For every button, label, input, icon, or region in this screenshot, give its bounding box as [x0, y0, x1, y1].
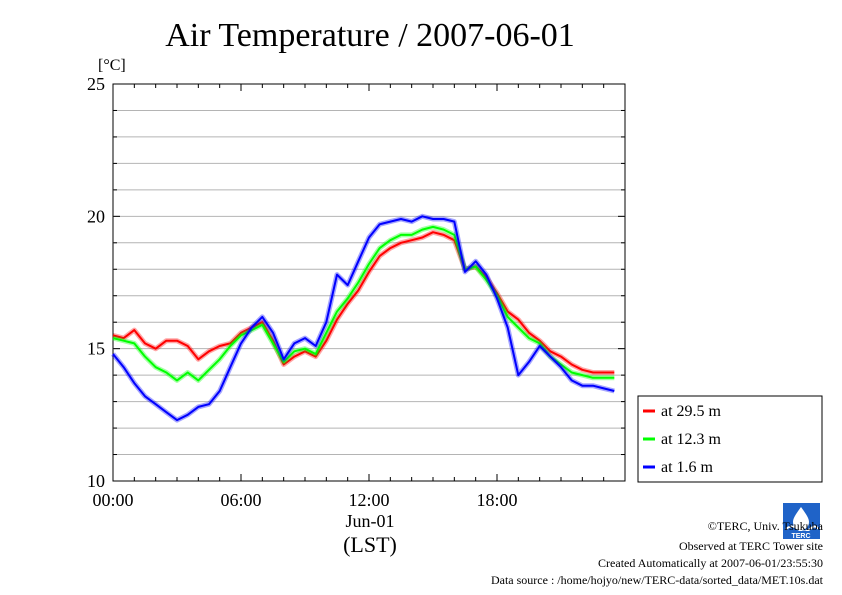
- plot-area: 10 15 20 25 00:00 06:00 12:00 18:00: [87, 74, 626, 510]
- x-tick-labels: 00:00 06:00 12:00 18:00: [92, 490, 517, 510]
- site-text: Observed at TERC Tower site: [679, 539, 823, 553]
- date-label: Jun-01: [346, 511, 395, 531]
- series-line: [112, 231, 615, 374]
- legend-label: at 29.5 m: [661, 403, 722, 420]
- y-tick-label: 25: [87, 74, 105, 94]
- logo-text: TERC: [791, 533, 810, 540]
- copyright-text: ©TERC, Univ. Tsukuba: [708, 519, 824, 533]
- x-axis-label: (LST): [343, 532, 397, 557]
- legend: at 29.5 m at 12.3 m at 1.6 m: [637, 395, 823, 483]
- y-tick-label: 15: [87, 339, 105, 359]
- plot-frame: [112, 83, 626, 482]
- water-drop-icon: [793, 507, 809, 530]
- legend-label: at 1.6 m: [661, 459, 714, 476]
- x-tick-label: 12:00: [348, 490, 389, 510]
- x-tick-label: 00:00: [92, 490, 133, 510]
- series-line: [112, 225, 615, 382]
- legend-label: at 12.3 m: [661, 431, 722, 448]
- logo-band: [783, 531, 820, 539]
- x-tick-label: 06:00: [220, 490, 261, 510]
- series-line: [112, 215, 615, 422]
- source-text: Data source : /home/hojyo/new/TERC-data/…: [491, 573, 824, 587]
- x-tick-label: 18:00: [476, 490, 517, 510]
- y-axis-label: [°C]: [98, 57, 126, 74]
- legend-box: [637, 395, 823, 483]
- terc-logo: TERC: [783, 503, 820, 540]
- y-tick-labels: 10 15 20 25: [87, 74, 625, 491]
- y-tick-label: 10: [87, 471, 105, 491]
- chart-title: Air Temperature / 2007-06-01: [165, 17, 575, 54]
- created-text: Created Automatically at 2007-06-01/23:5…: [598, 556, 823, 570]
- series-lines: [111, 213, 615, 423]
- x-tick-marks: [112, 84, 626, 481]
- y-tick-label: 20: [87, 206, 105, 226]
- grid-lines: [113, 109, 625, 456]
